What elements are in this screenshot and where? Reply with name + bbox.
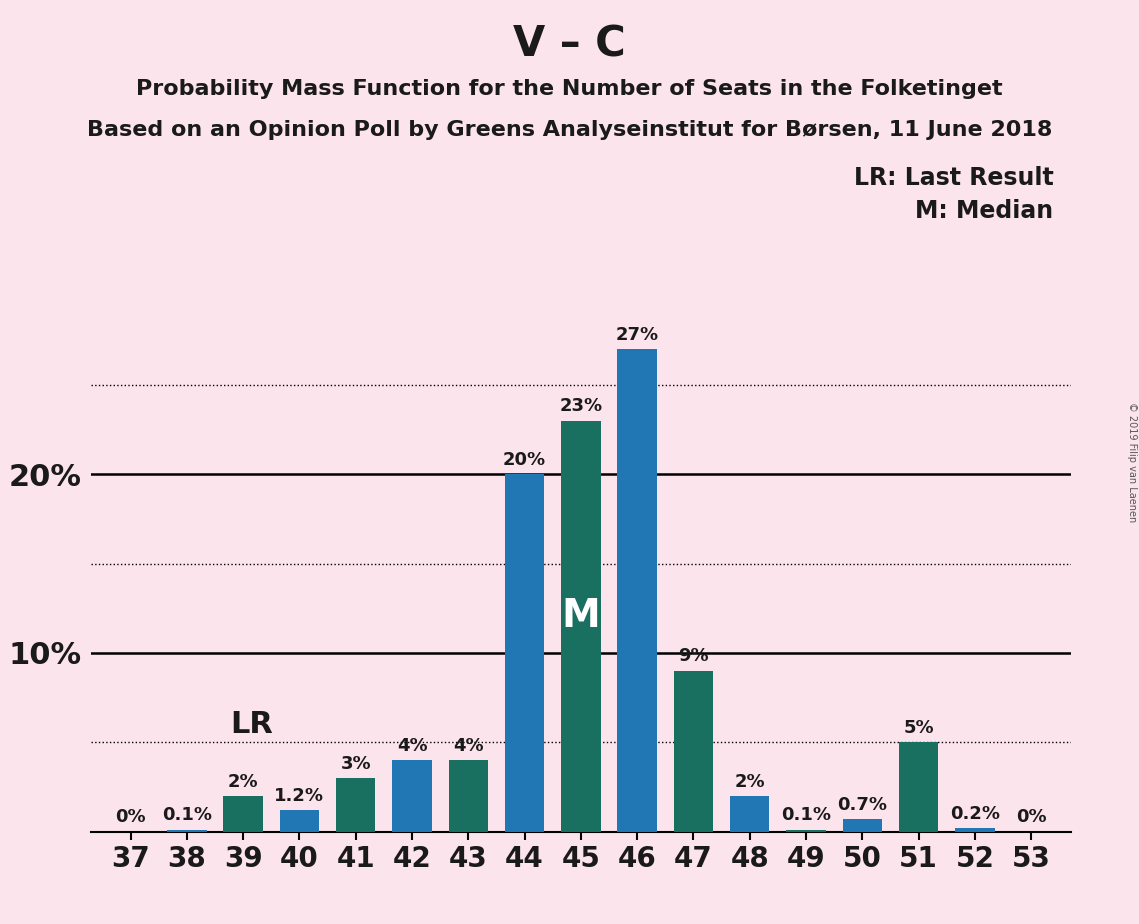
Text: 2%: 2% xyxy=(228,772,259,791)
Text: 23%: 23% xyxy=(559,397,603,416)
Text: 0.1%: 0.1% xyxy=(781,807,831,824)
Text: 2%: 2% xyxy=(735,772,765,791)
Text: M: Median: M: Median xyxy=(916,199,1054,223)
Bar xyxy=(562,420,600,832)
Text: 1.2%: 1.2% xyxy=(274,787,325,805)
Bar xyxy=(843,819,882,832)
Text: 4%: 4% xyxy=(453,736,484,755)
Text: 0.2%: 0.2% xyxy=(950,805,1000,822)
Text: LR: Last Result: LR: Last Result xyxy=(854,166,1054,190)
Bar xyxy=(449,760,487,832)
Bar xyxy=(730,796,770,832)
Text: Based on an Opinion Poll by Greens Analyseinstitut for Børsen, 11 June 2018: Based on an Opinion Poll by Greens Analy… xyxy=(87,120,1052,140)
Bar xyxy=(786,830,826,832)
Bar xyxy=(280,810,319,832)
Text: 3%: 3% xyxy=(341,755,371,772)
Bar xyxy=(674,671,713,832)
Bar xyxy=(505,474,544,832)
Text: 0%: 0% xyxy=(1016,808,1047,826)
Bar xyxy=(617,349,657,832)
Text: 0.7%: 0.7% xyxy=(837,796,887,814)
Text: 0.1%: 0.1% xyxy=(162,807,212,824)
Bar xyxy=(167,830,206,832)
Text: Probability Mass Function for the Number of Seats in the Folketinget: Probability Mass Function for the Number… xyxy=(137,79,1002,99)
Bar xyxy=(899,742,939,832)
Bar xyxy=(392,760,432,832)
Bar xyxy=(223,796,263,832)
Text: 4%: 4% xyxy=(396,736,427,755)
Text: 5%: 5% xyxy=(903,719,934,737)
Bar xyxy=(336,778,376,832)
Text: 9%: 9% xyxy=(678,648,708,665)
Text: 0%: 0% xyxy=(115,808,146,826)
Text: © 2019 Filip van Laenen: © 2019 Filip van Laenen xyxy=(1126,402,1137,522)
Text: V – C: V – C xyxy=(514,23,625,65)
Text: 20%: 20% xyxy=(503,451,547,469)
Text: 27%: 27% xyxy=(615,326,658,344)
Text: LR: LR xyxy=(230,710,273,738)
Text: M: M xyxy=(562,597,600,635)
Bar xyxy=(956,828,994,832)
